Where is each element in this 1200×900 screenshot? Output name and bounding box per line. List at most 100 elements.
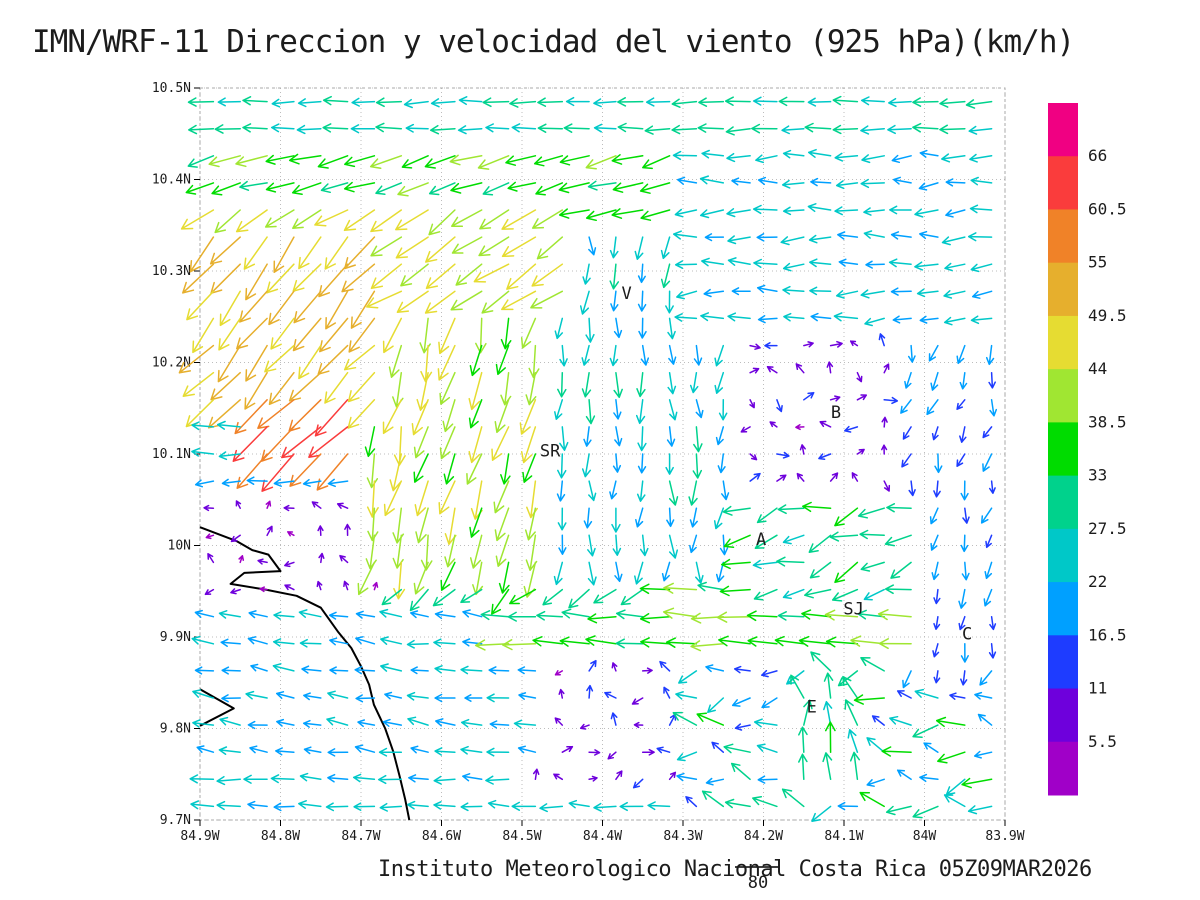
- wind-arrow: [731, 177, 751, 186]
- wind-arrow: [878, 333, 886, 347]
- wind-arrow: [351, 97, 376, 107]
- wind-arrow: [287, 531, 295, 537]
- wind-arrow: [554, 670, 564, 676]
- wind-arrow: [727, 257, 751, 266]
- wind-arrow: [604, 691, 617, 699]
- wind-arrow: [411, 399, 429, 436]
- wind-arrow: [988, 480, 996, 494]
- wind-arrow: [462, 773, 483, 782]
- wind-arrow: [943, 290, 966, 299]
- wind-arrow: [243, 774, 268, 784]
- wind-arrow: [902, 670, 912, 689]
- wind-arrow: [610, 712, 618, 726]
- wind-arrow: [834, 206, 859, 216]
- wind-arrow: [519, 399, 537, 435]
- wind-arrow: [777, 504, 805, 515]
- wind-arrow: [810, 177, 832, 187]
- wind-arrow: [424, 290, 456, 314]
- wind-arrow: [440, 561, 456, 591]
- wind-arrow: [877, 609, 912, 621]
- wind-arrow: [934, 453, 943, 474]
- wind-arrow: [647, 801, 671, 811]
- wind-arrow: [672, 230, 698, 240]
- wind-arrow: [328, 611, 349, 620]
- wind-arrow: [857, 609, 885, 620]
- wind-arrow: [883, 363, 890, 374]
- wind-arrow: [612, 534, 622, 556]
- wind-arrow: [375, 97, 403, 108]
- chart-title: IMN/WRF-11 Direccion y velocidad del vie…: [32, 24, 1075, 60]
- wind-arrow: [554, 317, 564, 340]
- wind-arrow: [756, 743, 778, 753]
- wind-arrow: [832, 95, 859, 106]
- wind-arrow: [482, 182, 510, 196]
- wind-arrow: [667, 317, 676, 340]
- wind-arrow: [923, 742, 939, 753]
- wind-arrow: [489, 720, 510, 729]
- wind-arrow: [781, 788, 805, 808]
- wind-arrow: [834, 507, 859, 527]
- wind-arrow: [640, 344, 650, 366]
- wind-arrow: [207, 399, 241, 429]
- wind-arrow: [324, 371, 349, 404]
- wind-arrow: [753, 588, 778, 601]
- wind-arrow: [532, 636, 564, 647]
- wind-arrow: [190, 800, 215, 810]
- wind-arrow: [849, 340, 859, 347]
- wind-arrow: [980, 507, 993, 524]
- wind-arrow: [485, 123, 510, 133]
- wind-arrow: [524, 507, 537, 541]
- wind-arrow: [718, 635, 751, 647]
- wind-arrow: [435, 718, 456, 727]
- wind-arrow: [209, 236, 241, 265]
- wind-arrow: [500, 453, 511, 485]
- wind-arrow: [480, 610, 510, 621]
- wind-arrow: [668, 344, 677, 365]
- wind-arrow: [688, 480, 698, 506]
- wind-arrow: [933, 480, 941, 498]
- wind-arrow: [719, 585, 751, 597]
- wind-arrow: [611, 662, 618, 672]
- wind-arrow: [501, 290, 537, 311]
- wind-arrow: [640, 637, 671, 648]
- wind-arrow: [912, 805, 939, 819]
- wind-arrow: [257, 558, 268, 565]
- wind-arrow: [405, 123, 429, 133]
- wind-arrow: [536, 236, 564, 260]
- wind-arrow: [370, 236, 403, 257]
- wind-arrow: [982, 453, 993, 472]
- wind-arrow: [559, 426, 569, 451]
- wind-arrow: [478, 236, 510, 257]
- wind-arrow: [883, 480, 891, 492]
- wind-arrow: [317, 525, 324, 537]
- colorbar-tick-label: 27.5: [1088, 519, 1127, 538]
- wind-arrow: [883, 396, 899, 405]
- wind-arrow: [380, 636, 403, 645]
- wind-arrow: [327, 478, 349, 488]
- wind-arrow: [460, 588, 483, 604]
- wind-arrow: [844, 425, 859, 433]
- wind-arrow: [956, 399, 966, 410]
- wind-arrow: [246, 476, 268, 485]
- wind-arrow: [292, 263, 322, 292]
- wind-arrow: [757, 176, 778, 186]
- wind-arrow: [219, 716, 241, 726]
- colorbar-segment: [1048, 369, 1078, 423]
- wind-arrow: [379, 608, 403, 618]
- wind-arrow: [727, 312, 751, 322]
- wind-arrow: [665, 290, 674, 314]
- wind-arrow: [457, 125, 483, 135]
- wind-arrow: [187, 155, 215, 168]
- coastline: [199, 526, 411, 821]
- wind-arrow: [959, 371, 968, 390]
- wind-arrow: [733, 665, 751, 674]
- wind-arrow: [581, 371, 592, 398]
- wind-arrow: [717, 453, 726, 474]
- wind-arrow: [250, 663, 268, 672]
- colorbar-tick-label: 66: [1088, 146, 1107, 165]
- wind-arrow: [781, 125, 805, 135]
- wind-arrow: [460, 665, 483, 675]
- wind-arrow: [749, 367, 760, 374]
- wind-arrow: [249, 745, 268, 754]
